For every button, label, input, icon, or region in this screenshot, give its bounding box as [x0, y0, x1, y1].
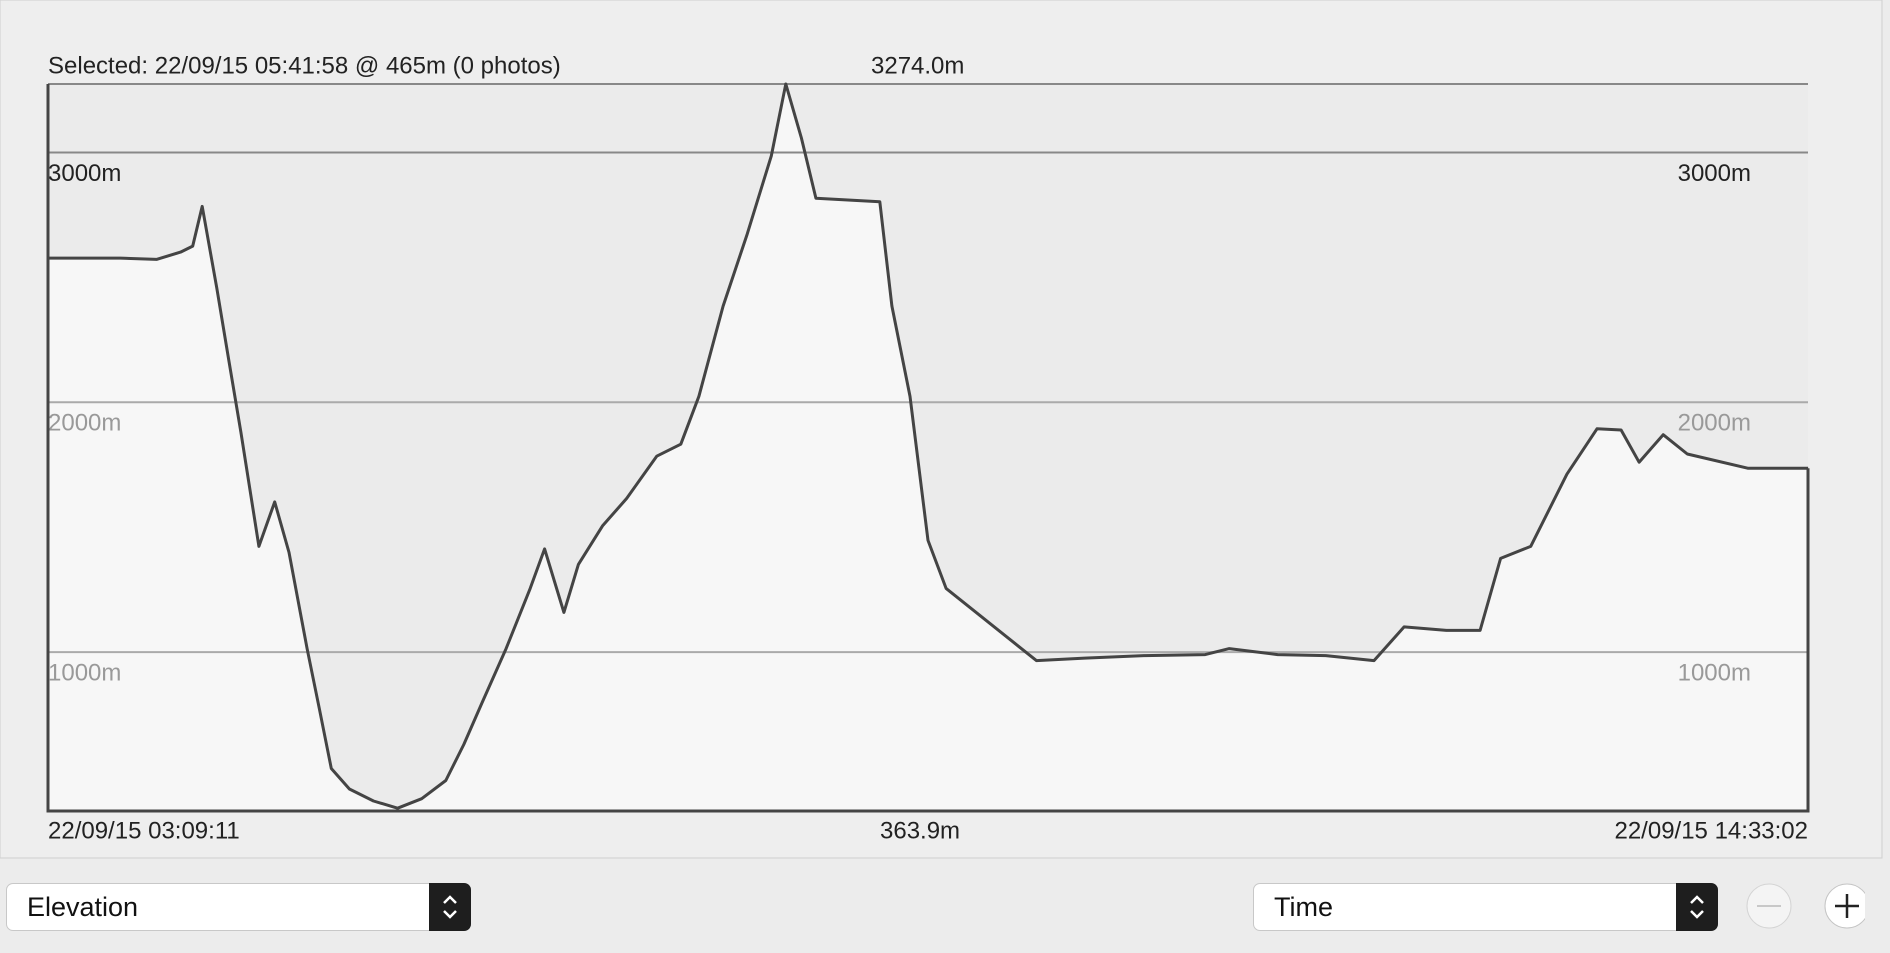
- chart: Selected: 22/09/15 05:41:58 @ 465m (0 ph…: [0, 0, 1883, 859]
- select-arrows: [429, 883, 471, 931]
- y-tick-label: 3000m: [1678, 160, 1751, 187]
- y-tick-label: 2000m: [1678, 410, 1751, 437]
- metric-select-label: Elevation: [27, 892, 139, 922]
- y-tick-label: 3000m: [48, 160, 121, 187]
- y-tick-label: 1000m: [1678, 659, 1751, 686]
- x-tick-label: 22/09/15 03:09:11: [48, 817, 240, 844]
- axis-select-label: Time: [1274, 892, 1333, 922]
- metric-select[interactable]: Elevation: [6, 883, 471, 931]
- max-label: 3274.0m: [871, 52, 964, 79]
- min-label: 363.9m: [880, 817, 960, 844]
- plot-frame: [46, 84, 1810, 813]
- zoom-out-button[interactable]: [1746, 883, 1792, 929]
- select-arrows: [1676, 883, 1718, 931]
- axis-select[interactable]: Time: [1253, 883, 1718, 931]
- zoom-buttons: [1746, 883, 1865, 929]
- area: [47, 84, 1809, 811]
- zoom-in-button[interactable]: [1824, 883, 1865, 929]
- elevation-line: [48, 82, 1809, 810]
- y-tick-label: 2000m: [48, 410, 121, 437]
- x-tick-label: 22/09/15 14:33:02: [1614, 817, 1808, 844]
- selected-label: Selected: 22/09/15 05:41:58 @ 465m (0 ph…: [48, 52, 561, 79]
- y-tick-label: 1000m: [48, 659, 121, 686]
